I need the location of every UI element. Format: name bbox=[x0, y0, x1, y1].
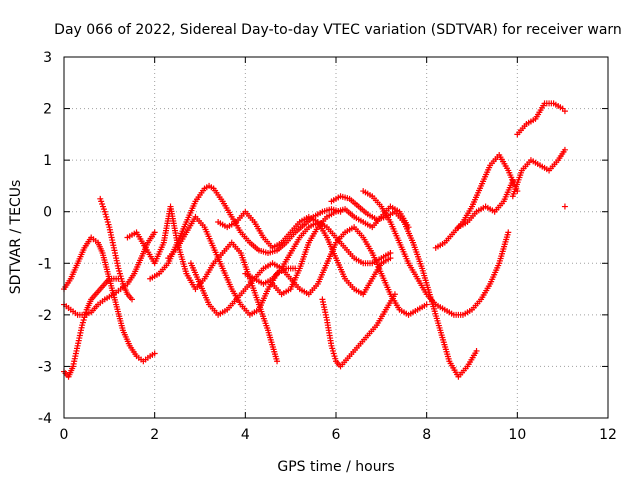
x-axis-label: GPS time / hours bbox=[277, 459, 394, 475]
arc-2-point bbox=[151, 350, 158, 357]
arc-17-point bbox=[561, 146, 568, 153]
arc-16-point bbox=[509, 177, 516, 184]
y-tick-label: 0 bbox=[43, 205, 52, 221]
data-points bbox=[61, 100, 568, 380]
arc-14-point bbox=[505, 229, 512, 236]
arc-13-point bbox=[473, 347, 480, 354]
y-tick-label: -1 bbox=[38, 256, 52, 272]
arc-9-point bbox=[387, 255, 394, 262]
y-tick-label: 2 bbox=[43, 102, 52, 118]
arc-10-point bbox=[387, 249, 394, 256]
chart-title: Day 066 of 2022, Sidereal Day-to-day VTE… bbox=[54, 22, 622, 38]
x-tick-label: 0 bbox=[60, 427, 69, 443]
y-tick-label: 3 bbox=[43, 50, 52, 66]
y-axis-label: SDTVAR / TECUs bbox=[8, 180, 24, 295]
arc-4-point bbox=[129, 296, 135, 303]
x-tick-label: 12 bbox=[599, 427, 617, 443]
x-tick-label: 4 bbox=[241, 427, 250, 443]
x-tick-label: 2 bbox=[150, 427, 159, 443]
arc-19-point bbox=[561, 203, 568, 210]
x-tick-label: 10 bbox=[508, 427, 526, 443]
y-tick-label: -3 bbox=[38, 359, 52, 375]
y-tick-label: -4 bbox=[38, 411, 52, 427]
arc-8-point bbox=[423, 301, 430, 308]
y-tick-label: 1 bbox=[43, 153, 52, 169]
y-tick-label: -2 bbox=[38, 308, 52, 324]
arc-3-point bbox=[151, 229, 158, 236]
x-tick-label: 8 bbox=[422, 427, 431, 443]
arc-18-point bbox=[561, 108, 568, 115]
arc-12-point bbox=[391, 291, 398, 298]
arc-5-point bbox=[274, 358, 281, 365]
x-tick-label: 6 bbox=[332, 427, 341, 443]
